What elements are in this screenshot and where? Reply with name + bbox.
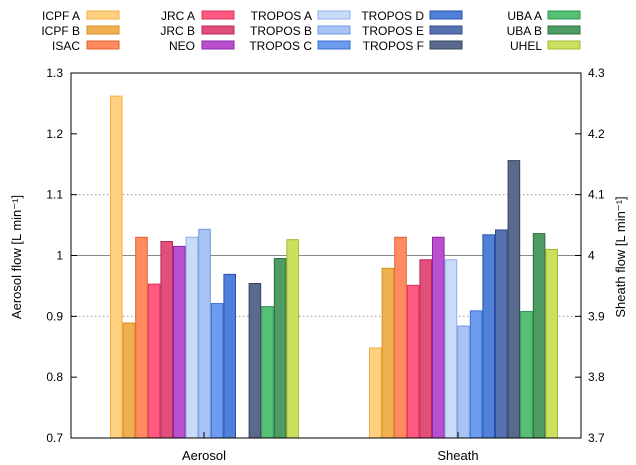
legend-label: JRC A: [161, 9, 195, 23]
bar-aerosol-tropos-a: [185, 236, 199, 439]
legend-swatch: [317, 40, 351, 50]
bar-aerosol-uhel: [286, 239, 299, 439]
legend-label: TROPOS D: [361, 9, 424, 23]
legend-item-jrc-a: JRC A: [161, 9, 235, 23]
legend-item-tropos-e: TROPOS E: [362, 24, 463, 38]
y-tick-label: 0.9: [46, 309, 63, 323]
bar-sheath-tropos-d: [482, 234, 495, 439]
legend-label: TROPOS C: [249, 39, 312, 53]
y-axis-label: Aerosol flow [L min⁻¹]: [9, 195, 24, 319]
legend-item-tropos-d: TROPOS D: [361, 9, 463, 23]
y2-tick-label: 4: [588, 249, 595, 263]
y2-tick-label: 3.9: [588, 309, 605, 323]
legend-label: TROPOS E: [362, 24, 424, 38]
bar-sheath-uba-a: [520, 310, 533, 439]
y2-tick-label: 4.3: [588, 66, 605, 80]
bar-sheath-jrc-b: [419, 259, 432, 439]
legend-label: UHEL: [510, 39, 542, 53]
y2-axis-label: Sheath flow [L min⁻¹]: [613, 196, 628, 317]
legend-swatch: [201, 10, 235, 20]
legend-label: TROPOS F: [363, 39, 424, 53]
y-tick-label: 0.8: [46, 370, 63, 384]
x-tick-label: Sheath: [437, 448, 478, 463]
legend-item-tropos-b: TROPOS B: [250, 24, 351, 38]
legend-item-neo: NEO: [169, 39, 235, 53]
legend-label: ISAC: [52, 39, 80, 53]
legend-label: UBA B: [507, 24, 542, 38]
bar-aerosol-tropos-f: [248, 282, 262, 439]
y2-tick-label: 4.1: [588, 188, 605, 202]
y-tick-label: 1: [56, 249, 63, 263]
bar-sheath-tropos-a: [444, 259, 458, 439]
legend-swatch: [429, 25, 463, 35]
x-tick-label: Aerosol: [182, 448, 226, 463]
legend-swatch: [547, 40, 581, 50]
legend-swatch: [429, 10, 463, 20]
legend-swatch: [201, 25, 235, 35]
legend-label: UBA A: [507, 9, 542, 23]
bar-aerosol-jrc-b: [160, 241, 173, 439]
legend-swatch: [547, 25, 581, 35]
legend-item-isac: ISAC: [52, 39, 120, 53]
bar-aerosol-icpf-a: [110, 95, 123, 439]
bar-sheath-isac: [394, 236, 407, 439]
y-tick-label: 1.2: [46, 127, 63, 141]
bar-aerosol-uba-b: [273, 258, 287, 439]
legend-label: NEO: [169, 39, 195, 53]
bar-aerosol-uba-a: [261, 306, 274, 439]
legend-label: TROPOS B: [250, 24, 312, 38]
bar-aerosol-tropos-b: [198, 228, 211, 439]
legend-item-tropos-f: TROPOS F: [363, 39, 463, 53]
bar-aerosol-tropos-c: [210, 303, 224, 439]
bar-aerosol-jrc-a: [147, 283, 161, 439]
bar-aerosol-icpf-b: [122, 322, 136, 439]
bar-sheath-jrc-a: [406, 284, 420, 439]
bar-sheath-tropos-b: [457, 325, 470, 439]
legend-item-uhel: UHEL: [510, 39, 581, 53]
legend-swatch: [86, 10, 120, 20]
bar-sheath-tropos-f: [507, 160, 521, 439]
x-axis: Aerosol Sheath: [182, 432, 479, 463]
y2-tick-label: 4.2: [588, 127, 605, 141]
bar-sheath-icpf-a: [369, 347, 382, 439]
legend-item-icpf-a: ICPF A: [42, 9, 120, 23]
legend-swatch: [201, 40, 235, 50]
y-axis-right: 3.7 3.8 3.9 4 4.1 4.2 4.3: [575, 66, 605, 445]
legend-item-tropos-a: TROPOS A: [251, 9, 351, 23]
legend-item-jrc-b: JRC B: [160, 24, 235, 38]
plot-area: [70, 72, 582, 439]
legend-swatch: [86, 25, 120, 35]
y-tick-label: 0.7: [46, 431, 63, 445]
legend-item-uba-b: UBA B: [507, 24, 581, 38]
legend-label: TROPOS A: [251, 9, 312, 23]
bar-sheath-uba-b: [532, 233, 546, 439]
bar-sheath-tropos-e: [495, 229, 508, 439]
bar-sheath-icpf-b: [381, 267, 395, 439]
bar-aerosol-tropos-d: [223, 273, 236, 439]
y2-tick-label: 3.8: [588, 370, 605, 384]
legend-swatch: [429, 40, 463, 50]
legend-item-tropos-c: TROPOS C: [249, 39, 351, 53]
legend-swatch: [317, 10, 351, 20]
legend-label: JRC B: [160, 24, 195, 38]
bar-sheath-uhel: [545, 248, 559, 439]
bar-sheath-tropos-c: [469, 310, 483, 439]
y-axis-left: 0.7 0.8 0.9 1 1.1 1.2 1.3: [46, 66, 77, 445]
legend-item-uba-a: UBA A: [507, 9, 581, 23]
legend-label: ICPF A: [42, 9, 80, 23]
bar-aerosol-neo: [173, 245, 186, 439]
legend-swatch: [86, 40, 120, 50]
legend-swatch: [547, 10, 581, 20]
legend-item-icpf-b: ICPF B: [41, 24, 120, 38]
legend-swatch: [317, 25, 351, 35]
y-tick-label: 1.1: [46, 188, 63, 202]
legend-label: ICPF B: [41, 24, 80, 38]
y2-tick-label: 3.7: [588, 431, 605, 445]
y-tick-label: 1.3: [46, 66, 63, 80]
bar-sheath-neo: [432, 236, 445, 439]
bar-aerosol-isac: [135, 236, 148, 439]
